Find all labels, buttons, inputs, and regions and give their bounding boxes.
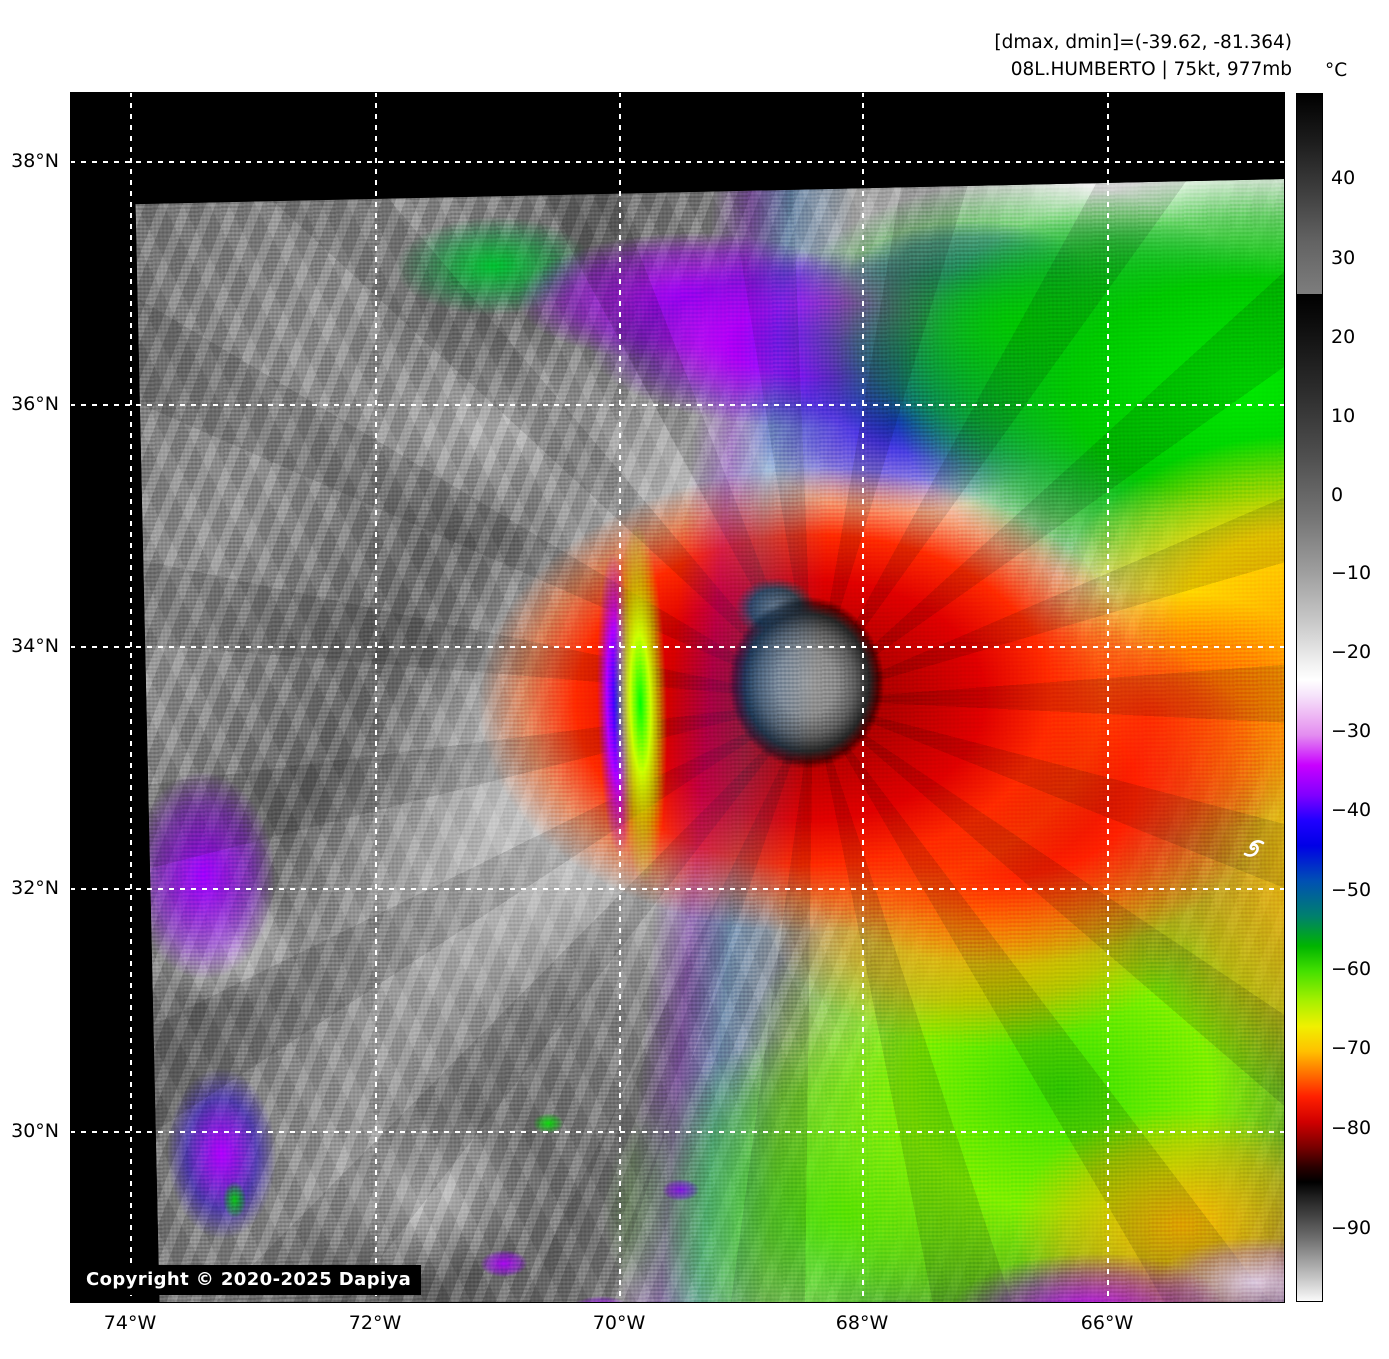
- header-metadata-block: [dmax, dmin]=(-39.62, -81.364) 08L.HUMBE…: [994, 30, 1292, 84]
- colorbar-tick-m50: −50: [1331, 879, 1372, 901]
- colorbar-tick-m90: −90: [1331, 1217, 1372, 1239]
- lon-label-70: 70°W: [592, 1312, 646, 1334]
- colorbar-segment-warm-gray: [1297, 94, 1322, 294]
- colorbar-tick-m40: −40: [1331, 799, 1372, 821]
- copyright-badge: Copyright © 2020-2025 Dapiya: [76, 1265, 422, 1295]
- satellite-image-plot[interactable]: Copyright © 2020-2025 Dapiya: [70, 92, 1285, 1303]
- storm-info-label: 08L.HUMBERTO | 75kt, 977mb: [1010, 58, 1292, 80]
- lon-label-72: 72°W: [348, 1312, 402, 1334]
- colorbar-segment-mid-gray: [1297, 294, 1322, 680]
- colorbar-tick-m20: −20: [1331, 641, 1372, 663]
- lon-label-68: 68°W: [835, 1312, 889, 1334]
- temperature-colorbar[interactable]: [1296, 93, 1323, 1302]
- lon-label-66: 66°W: [1080, 1312, 1134, 1334]
- dmax-dmin-label: [dmax, dmin]=(-39.62, -81.364): [994, 32, 1292, 53]
- colorbar-tick-m80: −80: [1331, 1117, 1372, 1139]
- colorbar-segment-rainbow: [1297, 680, 1322, 1182]
- lon-label-74: 74°W: [103, 1312, 157, 1334]
- lat-label-38: 38°N: [11, 150, 59, 172]
- lat-label-36: 36°N: [11, 393, 59, 415]
- colorbar-tick-20: 20: [1331, 326, 1356, 348]
- colorbar-tick-30: 30: [1331, 247, 1356, 269]
- lat-label-30: 30°N: [11, 1120, 59, 1142]
- colorbar-tick-m10: −10: [1331, 562, 1372, 584]
- colorbar-tick-10: 10: [1331, 405, 1356, 427]
- gridline-lat-38: [70, 161, 1285, 163]
- colorbar-tick-m60: −60: [1331, 958, 1372, 980]
- tropical-cyclone-symbol: [1243, 840, 1265, 857]
- lat-label-34: 34°N: [11, 635, 59, 657]
- colorbar-tick-40: 40: [1331, 167, 1356, 189]
- lat-label-32: 32°N: [11, 877, 59, 899]
- colorbar-unit-label: °C: [1325, 60, 1348, 81]
- satellite-raster: [135, 178, 1285, 1303]
- colorbar-tick-0: 0: [1331, 484, 1344, 506]
- raster-pixel-noise: [135, 178, 1285, 1303]
- colorbar-tick-m70: −70: [1331, 1037, 1372, 1059]
- colorbar-tick-m30: −30: [1331, 720, 1372, 742]
- colorbar-segment-cold-gray: [1297, 1182, 1322, 1301]
- gridline-lon-74: [130, 92, 132, 1303]
